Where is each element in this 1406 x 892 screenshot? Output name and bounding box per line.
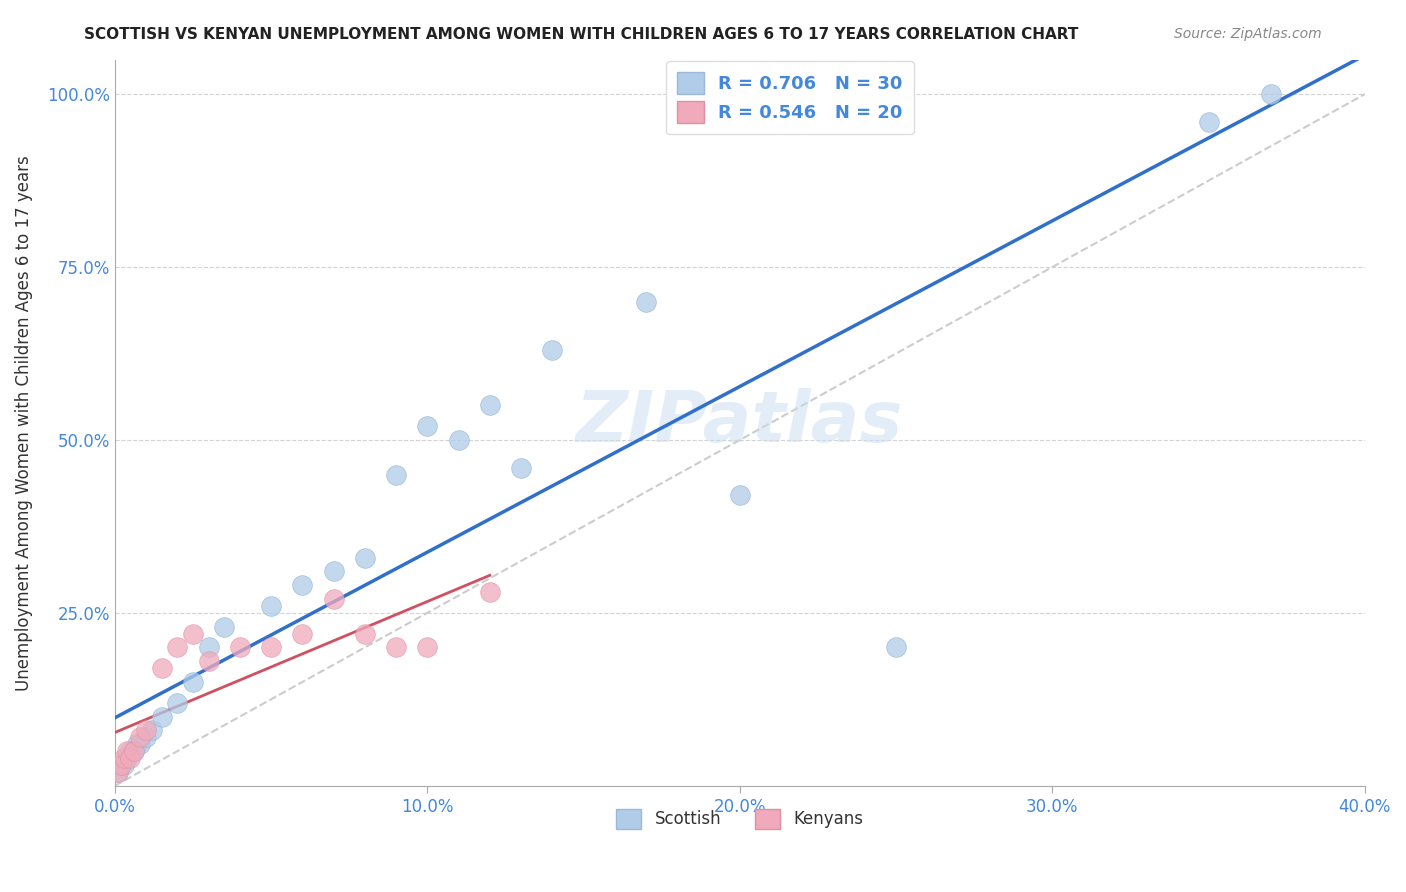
Kenyans <box>122 744 145 758</box>
Scottish <box>478 398 501 412</box>
Scottish <box>322 565 344 579</box>
Scottish <box>150 709 173 723</box>
Scottish <box>416 419 439 434</box>
Kenyans <box>110 758 132 772</box>
Kenyans <box>181 626 204 640</box>
Scottish <box>197 640 219 655</box>
Scottish <box>353 550 375 565</box>
Y-axis label: Unemployment Among Women with Children Ages 6 to 17 years: Unemployment Among Women with Children A… <box>15 155 32 690</box>
Kenyans <box>478 585 501 599</box>
Scottish <box>112 758 135 772</box>
Kenyans <box>128 731 150 745</box>
Scottish <box>510 460 533 475</box>
Kenyans <box>353 626 375 640</box>
Kenyans <box>150 661 173 675</box>
Scottish <box>122 744 145 758</box>
Kenyans <box>260 640 283 655</box>
Kenyans <box>135 723 157 738</box>
Scottish <box>634 294 657 309</box>
Kenyans <box>112 751 135 765</box>
Scottish <box>125 737 148 751</box>
Kenyans <box>107 764 129 779</box>
Scottish <box>884 640 907 655</box>
Kenyans <box>385 640 408 655</box>
Text: SCOTTISH VS KENYAN UNEMPLOYMENT AMONG WOMEN WITH CHILDREN AGES 6 TO 17 YEARS COR: SCOTTISH VS KENYAN UNEMPLOYMENT AMONG WO… <box>84 27 1078 42</box>
Scottish <box>728 488 751 502</box>
Kenyans <box>117 744 139 758</box>
Kenyans <box>416 640 439 655</box>
Kenyans <box>322 592 344 607</box>
Scottish <box>120 744 142 758</box>
Scottish <box>181 675 204 690</box>
Scottish <box>117 751 139 765</box>
Scottish <box>212 620 235 634</box>
Kenyans <box>120 751 142 765</box>
Scottish <box>1198 115 1220 129</box>
Scottish <box>291 578 314 592</box>
Scottish <box>166 696 188 710</box>
Scottish <box>110 758 132 772</box>
Scottish <box>541 343 564 357</box>
Kenyans <box>229 640 252 655</box>
Scottish <box>385 467 408 482</box>
Scottish <box>260 599 283 613</box>
Kenyans <box>197 654 219 668</box>
Scottish <box>107 764 129 779</box>
Scottish <box>141 723 163 738</box>
Scottish <box>128 737 150 751</box>
Kenyans <box>166 640 188 655</box>
Text: Source: ZipAtlas.com: Source: ZipAtlas.com <box>1174 27 1322 41</box>
Scottish <box>135 731 157 745</box>
Legend: Scottish, Kenyans: Scottish, Kenyans <box>610 802 870 836</box>
Kenyans <box>291 626 314 640</box>
Scottish <box>447 433 470 447</box>
Scottish <box>1260 87 1282 102</box>
Text: ZIPatlas: ZIPatlas <box>576 388 904 458</box>
